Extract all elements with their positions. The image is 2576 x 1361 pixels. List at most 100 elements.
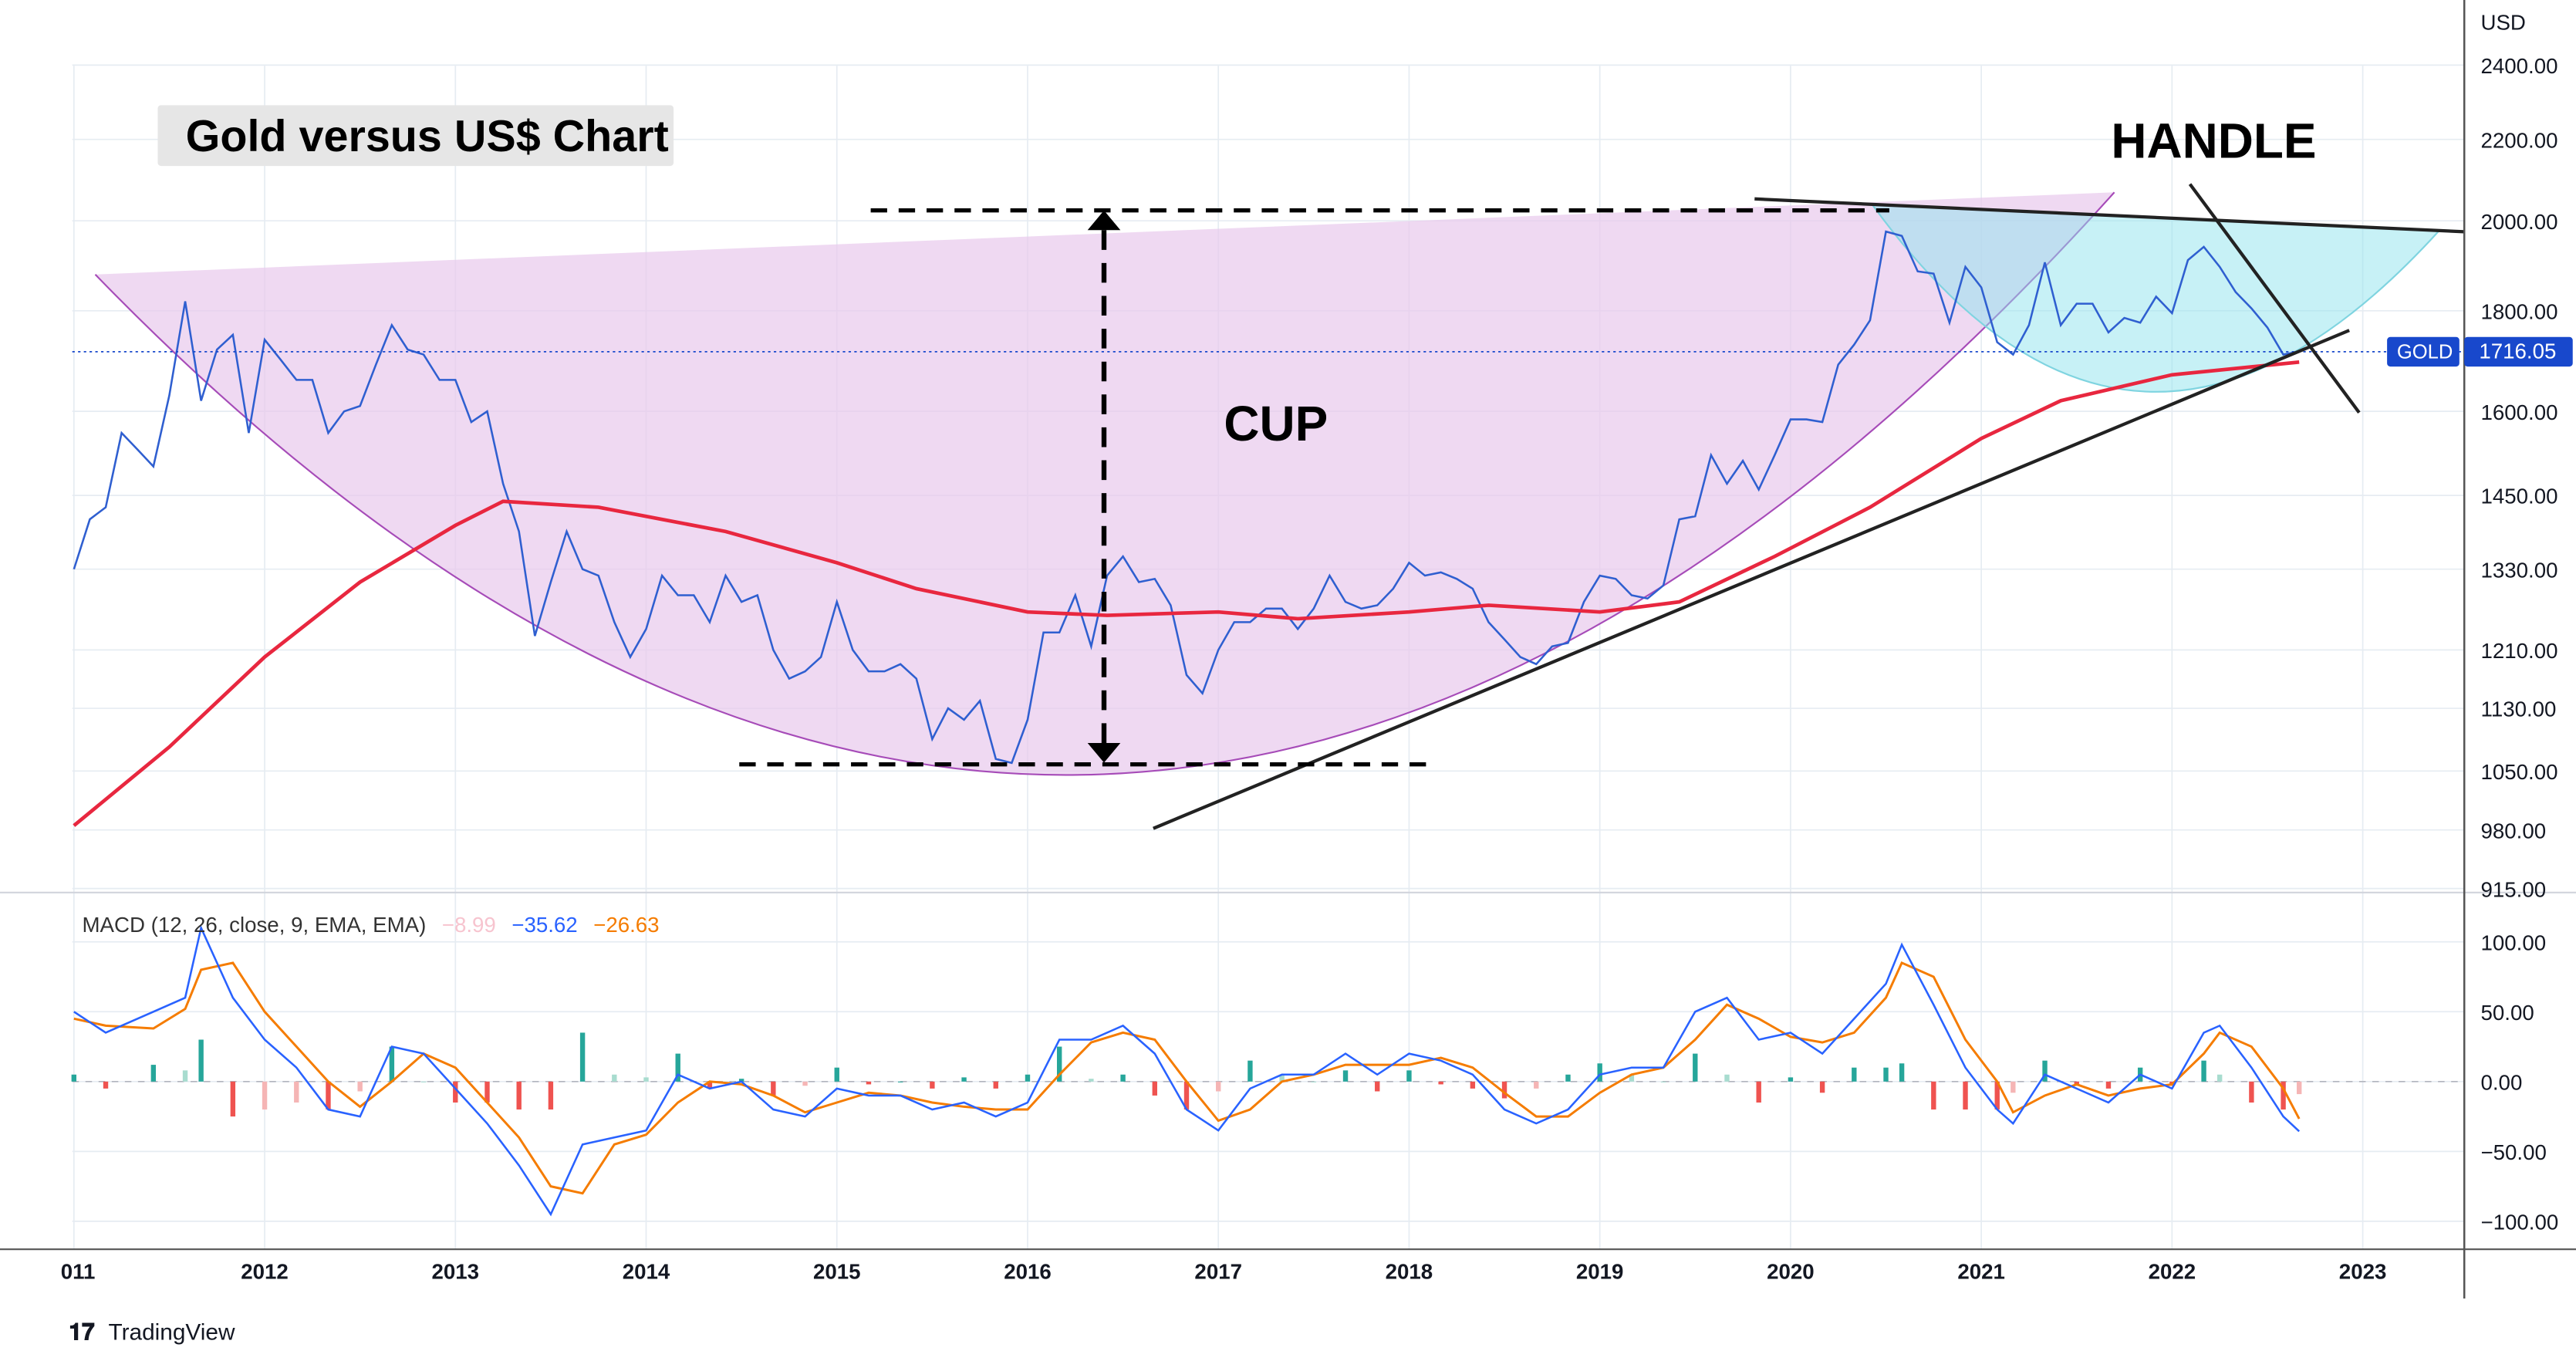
moving-average-line[interactable] [73, 360, 2300, 827]
macd-histogram-bar [2010, 1081, 2016, 1093]
macd-histogram-bar [1375, 1081, 1380, 1092]
macd-histogram-bar [2042, 1060, 2048, 1082]
macd-histogram-bar [802, 1081, 808, 1086]
time-tick-label: 2013 [432, 1259, 480, 1283]
macd-histogram-bar [516, 1081, 522, 1110]
macd-histogram-bar [866, 1081, 872, 1085]
macd-histogram-bar [262, 1081, 268, 1110]
macd-histogram-bar [1693, 1053, 1698, 1082]
price-tick-label: 2000.00 [2480, 210, 2557, 234]
time-tick-label: 2015 [813, 1259, 861, 1283]
macd-histogram-bar [771, 1081, 776, 1096]
macd-histogram-bar [150, 1065, 157, 1082]
macd-legend-signal: −26.63 [593, 913, 659, 937]
handle-arc [1872, 204, 2441, 393]
macd-histogram-bar [1025, 1074, 1031, 1082]
gold-price-line[interactable] [73, 230, 2300, 765]
macd-legend-label: MACD (12, 26, close, 9, EMA, EMA) [82, 913, 426, 937]
macd-histogram-bar [230, 1081, 236, 1117]
macd-histogram-bar [326, 1081, 331, 1110]
macd-histogram-bar [1788, 1077, 1794, 1082]
price-tick-label: 980.00 [2480, 819, 2546, 843]
macd-histogram-bar [1406, 1070, 1412, 1082]
price-tick-label: 2200.00 [2480, 128, 2557, 152]
macd-histogram-bar [182, 1070, 188, 1082]
macd-histogram-bar [1216, 1081, 1221, 1092]
macd-tick-label: 100.00 [2480, 930, 2546, 954]
macd-histogram-bar [198, 1039, 204, 1082]
price-tick-label: 915.00 [2480, 877, 2546, 901]
price-axis-unit: USD [2480, 10, 2525, 34]
cup-region[interactable] [95, 192, 2115, 775]
macd-histogram-bar [1883, 1067, 1889, 1082]
time-tick-label: 2017 [1194, 1259, 1242, 1283]
resistance-trendline[interactable] [1754, 197, 2465, 234]
macd-tick-label: −100.00 [2480, 1211, 2558, 1234]
price-tick-label: 1330.00 [2480, 558, 2557, 582]
macd-tick-label: 0.00 [2480, 1070, 2522, 1094]
macd-legend: MACD (12, 26, close, 9, EMA, EMA) −8.99 … [82, 913, 659, 937]
time-tick-label: 2014 [623, 1259, 670, 1283]
handle-downtrend-line[interactable] [2188, 183, 2361, 414]
support-trendline[interactable] [1153, 329, 2350, 830]
handle-label: HANDLE [2111, 113, 2316, 169]
symbol-badge[interactable] [2387, 336, 2460, 367]
macd-histogram-bar [453, 1081, 458, 1103]
macd-histogram-bar [1994, 1081, 2000, 1110]
title-box [157, 105, 674, 167]
symbol-label: GOLD [2397, 341, 2453, 363]
macd-histogram-bar [1899, 1063, 1905, 1082]
time-tick-label: 2018 [1386, 1259, 1433, 1283]
cup-label: CUP [1224, 396, 1328, 451]
macd-histogram-bar [484, 1081, 490, 1103]
macd-histogram-bar [2201, 1060, 2206, 1082]
macd-histogram-bar [2281, 1081, 2286, 1110]
axes: 2400.00 2200.00 2000.00 1800.00 1600.00 1450.… [61, 54, 2558, 1283]
macd-signal-line[interactable] [73, 961, 2301, 1195]
macd-histogram-bar [357, 1081, 363, 1092]
macd-histogram-bar [1565, 1074, 1571, 1082]
price-tick-label: 1600.00 [2480, 400, 2557, 424]
macd-histogram-bar [2216, 1074, 2223, 1082]
macd-tick-label: 50.00 [2480, 1001, 2534, 1025]
macd-histogram-bar [2105, 1081, 2112, 1089]
macd-histogram-bar [1089, 1079, 1094, 1082]
price-tick-label: 1050.00 [2480, 760, 2557, 784]
macd-line[interactable] [73, 924, 2301, 1217]
macd-histogram-bar [961, 1077, 967, 1082]
chart-title: Gold versus US$ Chart [186, 112, 669, 161]
time-tick-label: 2016 [1004, 1259, 1052, 1283]
macd-histogram-bar [738, 1079, 744, 1082]
macd-histogram-bar [1056, 1046, 1062, 1082]
macd-histogram-bar [930, 1081, 935, 1089]
time-tick-label: 011 [61, 1259, 96, 1283]
macd-histogram-bar [707, 1081, 713, 1089]
handle-region[interactable] [1872, 205, 2440, 392]
tradingview-logo[interactable]: 𝟏𝟕 TradingView [69, 1319, 235, 1345]
macd-histogram-bar [389, 1046, 395, 1082]
last-price-badge [2464, 336, 2573, 367]
macd-histogram-bar [675, 1053, 680, 1082]
macd-histogram-bar [1963, 1081, 1968, 1110]
tradingview-logo-icon: 𝟏𝟕 [69, 1319, 95, 1345]
macd-histogram-bar [1470, 1081, 1476, 1089]
macd-histogram-bar [1756, 1081, 1761, 1103]
macd-histogram-bar [71, 1074, 77, 1082]
time-tick-label: 2022 [2149, 1259, 2196, 1283]
macd-histogram-bar [1438, 1081, 1443, 1085]
cup-arc[interactable] [94, 191, 2115, 776]
macd-histogram-bar [834, 1067, 839, 1082]
macd-histogram-bar [1342, 1070, 1349, 1082]
macd-legend-macd: −35.62 [511, 913, 577, 937]
macd-histogram-bar [1819, 1081, 1825, 1093]
macd-histogram-bar [2249, 1081, 2254, 1103]
macd-histogram-bar [612, 1074, 617, 1082]
macd-histogram-bar [1183, 1081, 1190, 1110]
macd-histogram-bar [1501, 1081, 1507, 1099]
macd-legend-histogram: −8.99 [442, 913, 496, 937]
macd-histogram-bar [993, 1081, 998, 1089]
macd-histogram-bar [548, 1081, 554, 1110]
macd-histogram-bar [1629, 1074, 1635, 1082]
macd-histogram-bar [1852, 1067, 1857, 1082]
